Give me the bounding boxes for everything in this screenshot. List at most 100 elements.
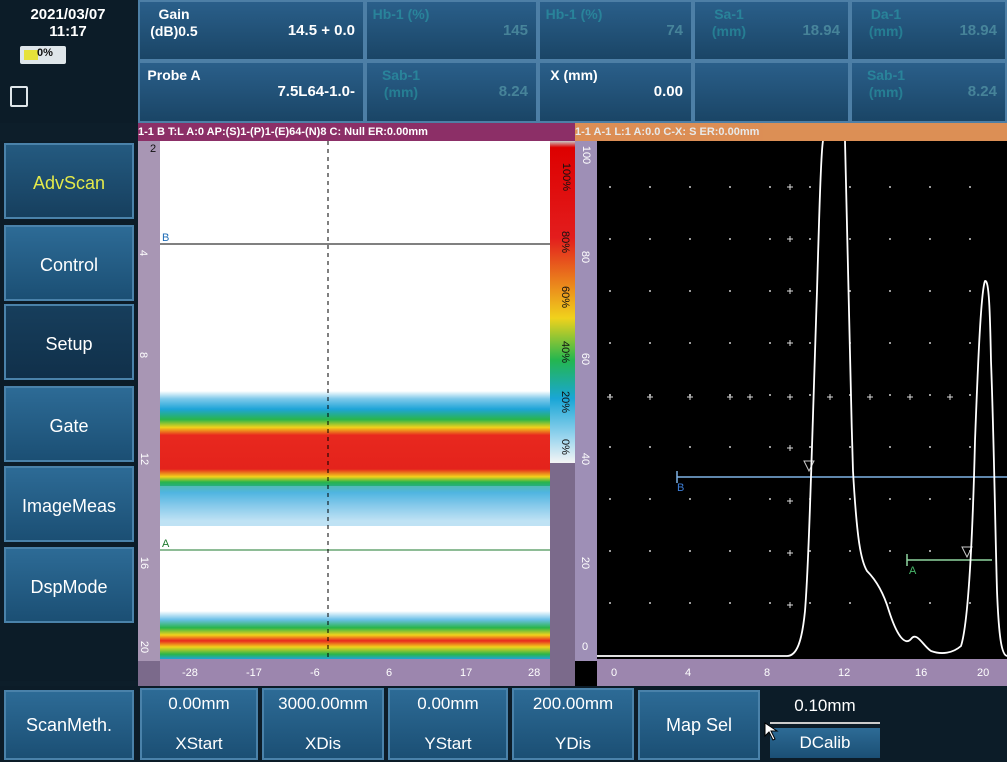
menu-setup-button[interactable]: Setup bbox=[4, 304, 134, 380]
ascan-amp-label: 40 bbox=[579, 452, 592, 466]
ascan-depth-ruler: 0 4 8 12 16 20 bbox=[597, 659, 1007, 686]
menu-imagemeas-button[interactable]: ImageMeas bbox=[4, 466, 134, 542]
map-select-button[interactable]: Map Sel bbox=[638, 690, 760, 760]
header-cell-value: 14.5 + 0.0 bbox=[287, 22, 355, 39]
amplitude-colorbar: 100% 80% 60% 40% 20% 0% bbox=[550, 141, 575, 463]
bscan-depth-ruler: 2 4 8 12 16 20 bbox=[137, 141, 160, 661]
ascan-amp-label: 100 bbox=[580, 145, 593, 165]
bscan-scan-label: 17 bbox=[460, 667, 473, 679]
colorbar-label: 60% bbox=[559, 285, 572, 309]
menu-dspmode-button[interactable]: DspMode bbox=[4, 547, 134, 623]
xstart-label: XStart bbox=[175, 734, 223, 753]
header-cell-label: Da-1 (mm) bbox=[868, 6, 904, 39]
dcalib-label: DCalib bbox=[770, 728, 880, 758]
header-cell-value: 18.94 bbox=[959, 22, 997, 39]
ascan-amp-label: 0 bbox=[582, 641, 589, 653]
header-cell-value: 7.5L64-1.0- bbox=[277, 83, 355, 100]
bottom-parameter-bar: ScanMeth. 0.00mm XStart 3000.00mm XDis 0… bbox=[0, 686, 1007, 762]
bscan-scan-label: -17 bbox=[246, 667, 262, 679]
side-menu: AdvScan Control Setup Gate ImageMeas Dsp… bbox=[0, 141, 138, 681]
ascan-depth-label: 12 bbox=[838, 667, 851, 679]
bscan-scan-label: 6 bbox=[386, 667, 393, 679]
time-text: 11:17 bbox=[49, 23, 87, 40]
xdis-label: XDis bbox=[305, 734, 341, 753]
bscan-depth-label: 20 bbox=[138, 640, 151, 654]
header-cell-label: Sab-1 (mm) bbox=[381, 67, 421, 100]
bscan-depth-label: 12 bbox=[138, 452, 151, 466]
sd-card-icon bbox=[10, 86, 28, 107]
header-cell-value: 0.00 bbox=[653, 83, 683, 100]
header-cell-label: Probe A bbox=[147, 67, 201, 83]
ascan-depth-label: 20 bbox=[977, 667, 990, 679]
header-cell-value: 145 bbox=[502, 22, 528, 39]
ydis-label: YDis bbox=[555, 734, 591, 753]
colorbar-label: 20% bbox=[559, 390, 572, 414]
header-cell-label: X (mm) bbox=[550, 67, 598, 83]
header-cell-value: 8.24 bbox=[498, 83, 528, 100]
battery-text: 0% bbox=[37, 47, 53, 59]
ascan-depth-label: 0 bbox=[611, 667, 618, 679]
header-cell-label: Hb-1 (%) bbox=[372, 6, 430, 22]
header-cell: X (mm) 0.00 bbox=[538, 61, 693, 123]
ascan-amplitude-ruler: 100 80 60 40 20 0 bbox=[575, 141, 597, 661]
ascan-amp-label: 60 bbox=[579, 352, 592, 366]
bscan-panel[interactable]: 2 4 8 12 16 20 bbox=[137, 141, 575, 686]
bscan-scan-label: 28 bbox=[528, 667, 541, 679]
ystart-field[interactable]: 0.00mm YStart bbox=[388, 688, 508, 760]
date-text: 2021/03/07 bbox=[30, 6, 106, 23]
ascan-status-strip: 1-1 A-1 L:1 A:0.0 C-X: S ER:0.00mm bbox=[575, 123, 1007, 141]
xdis-field[interactable]: 3000.00mm XDis bbox=[262, 688, 384, 760]
bscan-depth-label: 2 bbox=[150, 143, 157, 155]
ascan-amp-label: 20 bbox=[579, 556, 592, 570]
header-cell: Hb-1 (%) 145 bbox=[365, 0, 538, 61]
header-cell-label: Hb-1 (%) bbox=[545, 6, 603, 22]
bscan-scan-label: -28 bbox=[182, 667, 198, 679]
ascan-amp-label: 80 bbox=[579, 250, 592, 264]
header-cell: Probe A 7.5L64-1.0- bbox=[138, 61, 365, 123]
xstart-field[interactable]: 0.00mm XStart bbox=[140, 688, 258, 760]
header-cell-value: 18.94 bbox=[802, 22, 840, 39]
ascan-depth-label: 16 bbox=[915, 667, 928, 679]
battery-icon: 0% bbox=[20, 46, 66, 64]
ystart-value: 0.00mm bbox=[417, 694, 479, 713]
ystart-label: YStart bbox=[424, 734, 472, 753]
bscan-status-strip: 1-1 B T:L A:0 AP:(S)1-(P)1-(E)64-(N)8 C:… bbox=[138, 123, 575, 141]
bscan-gate-b-label: B bbox=[162, 232, 169, 244]
bscan-scan-label: -6 bbox=[310, 667, 320, 679]
ascan-depth-label: 4 bbox=[685, 667, 692, 679]
header-cell-value: 74 bbox=[666, 22, 683, 39]
bscan-gate-a-label: A bbox=[162, 538, 170, 550]
xstart-value: 0.00mm bbox=[168, 694, 230, 713]
ascan-gate-a-label: A bbox=[909, 565, 917, 577]
header-cell: Da-1 (mm) 18.94 bbox=[850, 0, 1007, 61]
header-cell-value: 8.24 bbox=[967, 83, 997, 100]
datetime-panel: 2021/03/07 11:17 0% bbox=[0, 0, 138, 123]
ascan-svg: B A bbox=[597, 141, 1007, 657]
menu-gate-button[interactable]: Gate bbox=[4, 386, 134, 462]
header-cell bbox=[693, 61, 850, 123]
colorbar-label: 40% bbox=[559, 340, 572, 364]
menu-advscan-button[interactable]: AdvScan bbox=[4, 143, 134, 219]
ascan-depth-label: 8 bbox=[764, 667, 771, 679]
ascan-waveform bbox=[597, 141, 1007, 657]
colorbar-label: 80% bbox=[559, 230, 572, 254]
ascan-panel[interactable]: 100 80 60 40 20 0 bbox=[575, 141, 1007, 686]
bscan-depth-label: 4 bbox=[137, 249, 150, 257]
dcalib-value: 0.10mm bbox=[794, 696, 856, 715]
dcalib-field[interactable]: 0.10mm DCalib bbox=[764, 688, 886, 760]
bscan-image[interactable]: B A bbox=[160, 141, 550, 659]
colorbar-label: 0% bbox=[558, 439, 571, 455]
header-cell-label: Sa-1 (mm) bbox=[711, 6, 747, 39]
bscan-depth-label: 8 bbox=[137, 351, 150, 359]
menu-control-button[interactable]: Control bbox=[4, 225, 134, 301]
bscan-depth-label: 16 bbox=[138, 556, 151, 570]
scan-method-button[interactable]: ScanMeth. bbox=[4, 690, 134, 760]
ydis-field[interactable]: 200.00mm YDis bbox=[512, 688, 634, 760]
bscan-svg: B A bbox=[160, 141, 550, 659]
colorbar-label: 100% bbox=[560, 162, 573, 192]
mouse-cursor-icon bbox=[764, 722, 779, 741]
header-cell-label: Gain (dB)0.5 bbox=[150, 6, 198, 39]
header-cell: Hb-1 (%) 74 bbox=[538, 0, 693, 61]
header-cell: Sab-1 (mm) 8.24 bbox=[850, 61, 1007, 123]
bscan-scan-ruler: -28 -17 -6 6 17 28 bbox=[160, 659, 550, 686]
